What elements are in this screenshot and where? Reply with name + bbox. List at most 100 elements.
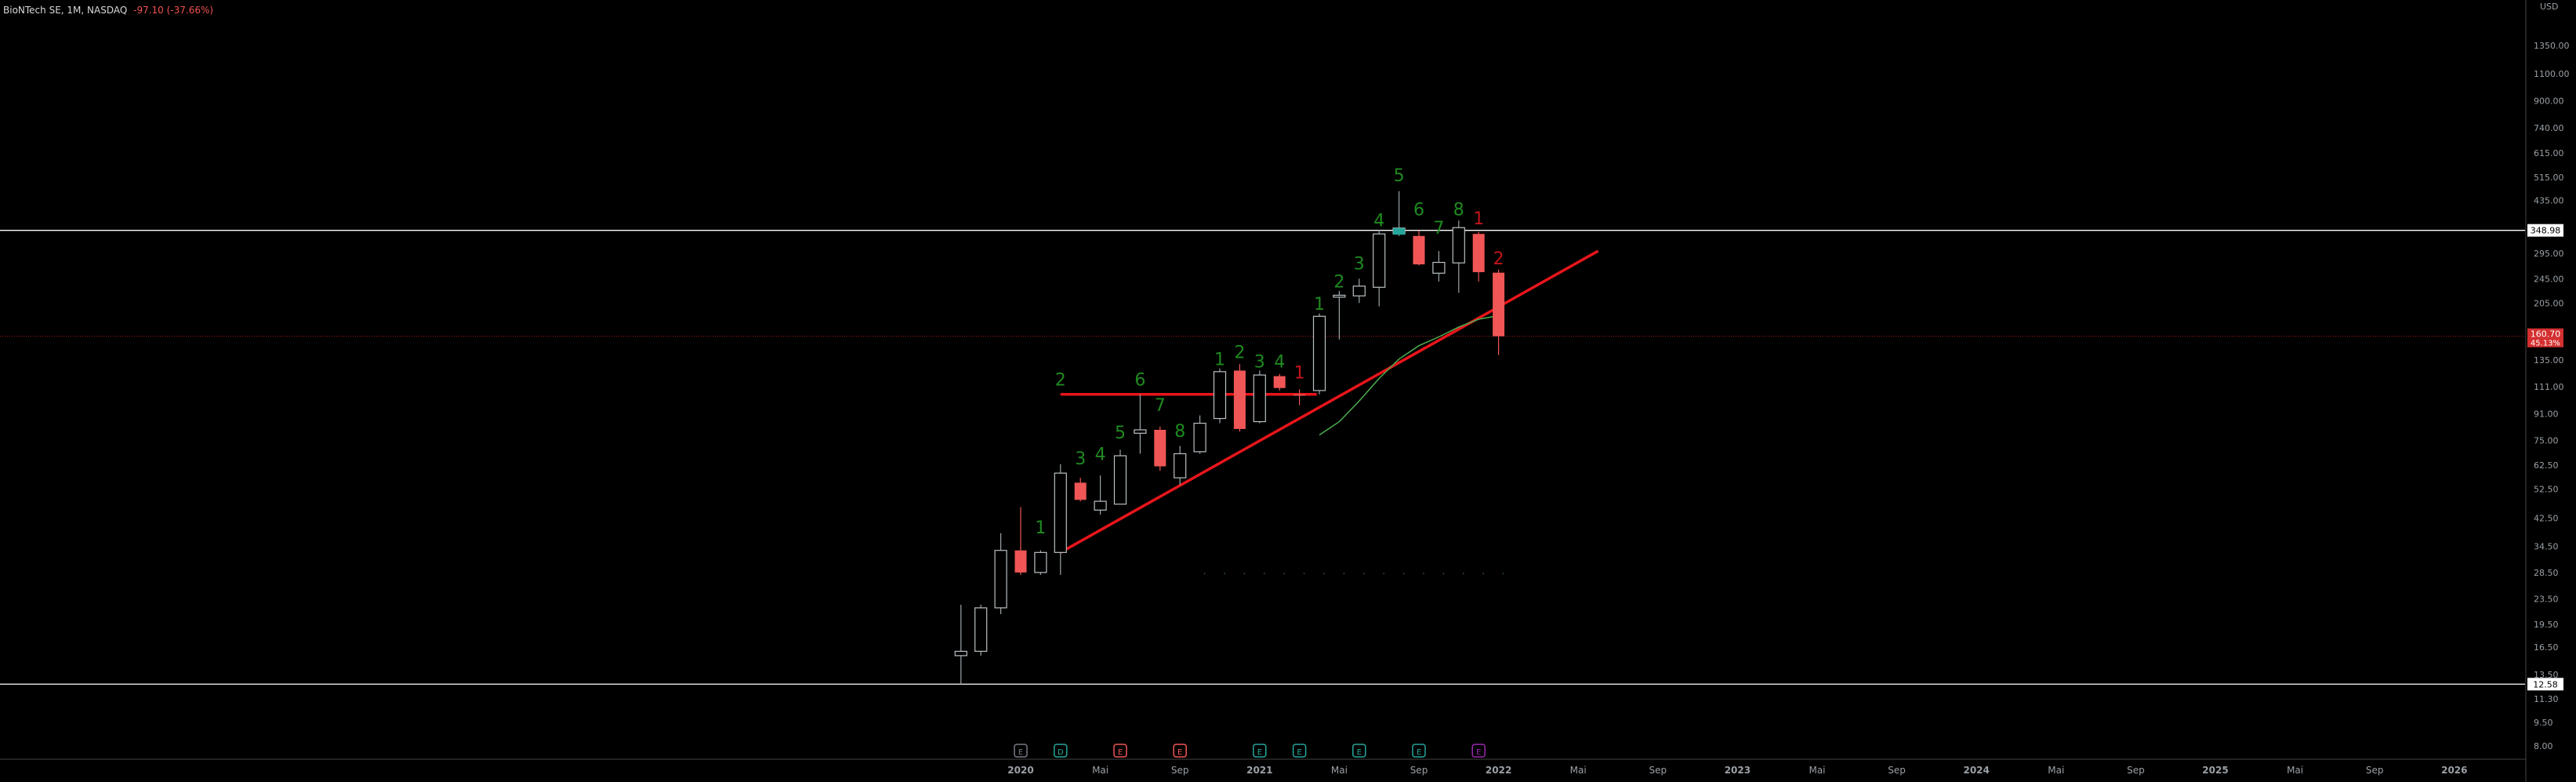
- candle-body: [1094, 500, 1107, 511]
- x-tick-label: Sep: [2127, 765, 2145, 776]
- candle: [1074, 478, 1087, 502]
- event-marker: E: [1471, 744, 1486, 758]
- count-label: 7: [1155, 396, 1166, 416]
- candle-body: [954, 650, 967, 657]
- y-tick-label: 615.00: [2534, 148, 2564, 158]
- candle: [1352, 278, 1366, 304]
- candle-body: [974, 607, 988, 652]
- candle: [1193, 415, 1206, 454]
- y-tick-label: 1350.00: [2534, 41, 2570, 51]
- currency-label: USD: [2540, 2, 2559, 12]
- y-tick-label: 740.00: [2534, 123, 2564, 133]
- y-tick-label: 8.00: [2534, 741, 2553, 751]
- x-tick-label: 2021: [1246, 765, 1272, 776]
- candle-body: [1174, 453, 1187, 478]
- count-label: 2: [1493, 249, 1504, 269]
- support-price-badge-bg: [2527, 678, 2563, 691]
- symbol-title: BioNTech SE, 1M, NASDAQ: [3, 5, 128, 16]
- y-tick-label: 13.50: [2534, 670, 2559, 680]
- indicator-dot: [1263, 573, 1265, 574]
- candle-body: [1352, 286, 1366, 296]
- candle-highlight: [1393, 227, 1406, 235]
- event-letter: E: [1417, 748, 1421, 757]
- moving-average-line: [1319, 315, 1499, 436]
- event-letter: E: [1118, 748, 1123, 757]
- event-marker: E: [1113, 744, 1127, 758]
- candle-body: [1253, 374, 1266, 423]
- candle-body: [1233, 370, 1246, 429]
- symbol-header: BioNTech SE, 1M, NASDAQ -97.10 (-37.66%): [3, 5, 213, 16]
- indicator-dot: [1283, 573, 1286, 574]
- y-tick-label: 435.00: [2534, 195, 2564, 206]
- event-badge: [1173, 744, 1187, 758]
- event-badge: [1054, 744, 1068, 758]
- x-tick-label: Mai: [1570, 765, 1587, 776]
- y-tick-label: 16.50: [2534, 642, 2559, 653]
- candle-body: [1373, 233, 1386, 288]
- last-price-badge-bg: [2527, 328, 2563, 347]
- indicator-dot: [1462, 573, 1464, 574]
- candle-body: [1054, 472, 1067, 553]
- event-marker: D: [1054, 744, 1068, 758]
- candle-body: [1034, 551, 1047, 573]
- count-label: 8: [1453, 200, 1464, 220]
- indicator-dot: [1442, 573, 1445, 574]
- event-letter: E: [1357, 748, 1362, 757]
- candle: [1014, 507, 1027, 575]
- resistance-price-badge-text: 348.98: [2531, 226, 2561, 236]
- indicator-dot: [1423, 573, 1424, 574]
- count-label: 1: [1294, 363, 1305, 383]
- candle: [1154, 426, 1166, 471]
- candle-body: [1154, 429, 1166, 467]
- count-label: 7: [1433, 219, 1444, 238]
- candle-body: [1293, 394, 1306, 396]
- candle-body: [1413, 235, 1425, 265]
- y-tick-label: 135.00: [2534, 355, 2564, 366]
- count-label: 3: [1254, 352, 1265, 372]
- y-tick-label: 205.00: [2534, 298, 2564, 308]
- candle-body: [1333, 294, 1346, 298]
- candle-body: [1074, 482, 1087, 500]
- y-tick-label: 295.00: [2534, 249, 2564, 259]
- candle: [1493, 269, 1505, 355]
- y-tick-label: 111.00: [2534, 382, 2564, 392]
- x-tick-label: Mai: [2287, 765, 2303, 776]
- support-trendline: [1059, 249, 1599, 554]
- resistance-price-badge-bg: [2527, 224, 2563, 237]
- event-marker: E: [1292, 744, 1307, 758]
- count-label: 2: [1055, 371, 1066, 391]
- event-letter: E: [1476, 748, 1481, 757]
- count-label: 6: [1413, 200, 1424, 220]
- price-change: -97.10 (-37.66%): [133, 5, 214, 16]
- count-label: 2: [1333, 272, 1344, 292]
- x-tick-label: Mai: [1809, 765, 1825, 776]
- y-tick-label: 34.50: [2534, 542, 2559, 552]
- candle: [994, 533, 1007, 615]
- x-tick-label: Sep: [2366, 765, 2384, 776]
- event-badge: [1292, 744, 1307, 758]
- y-tick-label: 245.00: [2534, 274, 2564, 284]
- indicator-dot: [1383, 573, 1385, 574]
- candle: [1472, 231, 1485, 282]
- candle: [954, 605, 967, 685]
- indicator-dot: [1224, 573, 1225, 574]
- candle: [1094, 475, 1107, 515]
- event-marker: E: [1412, 744, 1426, 758]
- x-tick-label: Mai: [2048, 765, 2064, 776]
- x-tick-label: Sep: [1888, 765, 1906, 776]
- candle: [1273, 373, 1286, 391]
- candle-body: [1312, 315, 1326, 391]
- indicator-dot: [1203, 573, 1206, 574]
- x-tick-label: Sep: [1410, 765, 1428, 776]
- count-label: 1: [1473, 209, 1484, 229]
- x-tick-label: Sep: [1171, 765, 1189, 776]
- y-tick-label: 23.50: [2534, 594, 2559, 604]
- event-letter: E: [1177, 748, 1182, 757]
- count-label: 1: [1314, 295, 1325, 315]
- event-badge: [1253, 744, 1267, 758]
- indicator-dot: [1362, 573, 1365, 574]
- count-label: 4: [1095, 445, 1106, 464]
- candle-body: [994, 550, 1007, 609]
- y-tick-label: 19.50: [2534, 620, 2559, 630]
